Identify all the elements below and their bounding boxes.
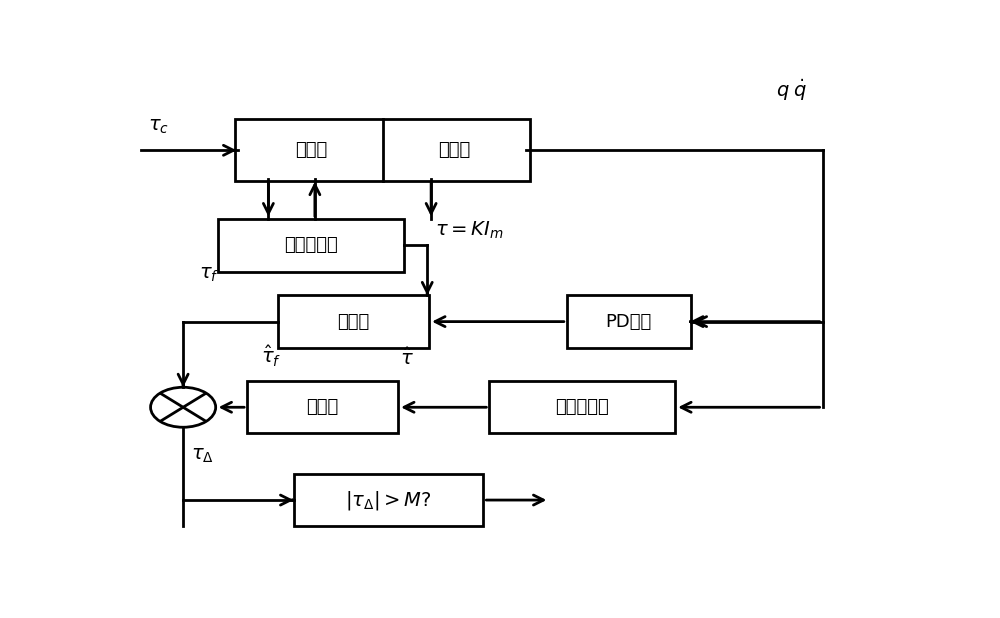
Bar <box>235 119 530 181</box>
Bar <box>278 295 429 348</box>
Bar <box>567 295 691 348</box>
Bar <box>218 219 404 272</box>
Text: $\tau_\Delta$: $\tau_\Delta$ <box>191 446 214 465</box>
Text: 滤波器: 滤波器 <box>338 313 370 331</box>
Text: 机器人: 机器人 <box>295 142 327 159</box>
Text: 力矩观测器: 力矩观测器 <box>555 398 609 417</box>
Text: 编码器: 编码器 <box>438 142 471 159</box>
Bar <box>489 381 675 433</box>
Text: PD控制: PD控制 <box>606 313 652 331</box>
Text: 驱动控制器: 驱动控制器 <box>284 237 338 255</box>
Text: 滤波器: 滤波器 <box>306 398 339 417</box>
Text: $\tau_c$: $\tau_c$ <box>148 117 169 136</box>
Text: $\tau_f$: $\tau_f$ <box>199 265 219 284</box>
Bar <box>247 381 398 433</box>
Text: $q\;\dot{q}$: $q\;\dot{q}$ <box>776 77 807 103</box>
Bar <box>294 474 483 527</box>
Text: $\hat{\tau}_f$: $\hat{\tau}_f$ <box>261 344 281 369</box>
Text: $|\tau_\Delta|>M?$: $|\tau_\Delta|>M?$ <box>345 489 432 512</box>
Text: $\tau = KI_m$: $\tau = KI_m$ <box>435 219 504 240</box>
Text: $\hat{\tau}$: $\hat{\tau}$ <box>400 347 414 369</box>
